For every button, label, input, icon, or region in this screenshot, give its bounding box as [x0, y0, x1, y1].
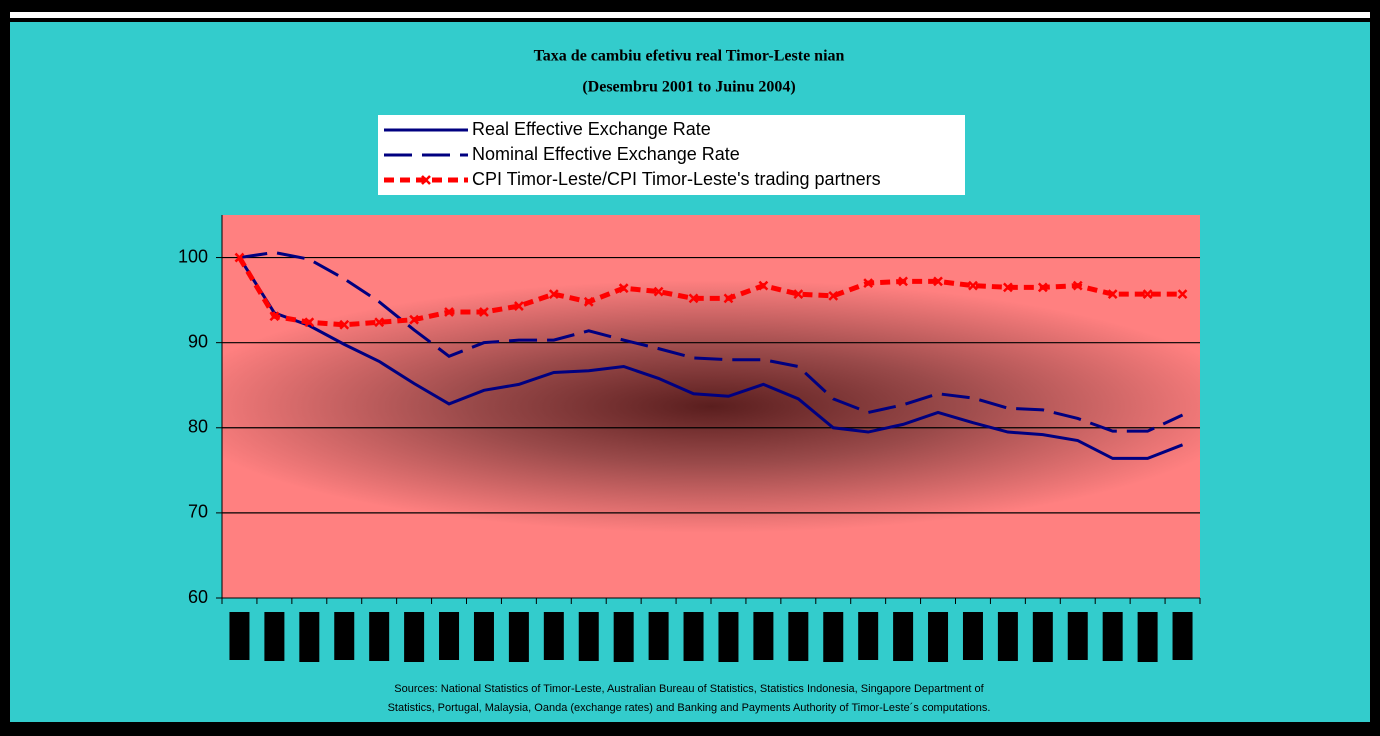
legend-label: CPI Timor-Leste/CPI Timor-Leste's tradin… [472, 169, 881, 189]
source-note: Statistics, Portugal, Malaysia, Oanda (e… [388, 702, 991, 714]
point-marker [583, 296, 594, 307]
point-marker [1177, 289, 1188, 300]
point-marker [968, 280, 978, 291]
y-tick-label: 100 [178, 246, 208, 266]
series-line [239, 250, 1184, 433]
y-tick-label: 60 [188, 587, 208, 607]
x-tick-label-block [613, 612, 634, 662]
legend-label: Nominal Effective Exchange Rate [472, 144, 740, 164]
point-marker [793, 289, 804, 300]
point-marker [1072, 280, 1083, 291]
point-marker [618, 283, 629, 294]
point-marker [688, 293, 699, 304]
point-marker [898, 276, 908, 287]
y-tick-label: 70 [188, 502, 208, 522]
source-note: Sources: National Statistics of Timor-Le… [394, 683, 984, 695]
plot-area [222, 215, 1200, 598]
x-tick-label-block [823, 612, 844, 662]
point-marker [758, 280, 769, 291]
x-tick-label-block [439, 612, 460, 660]
chart-subtitle: (Desembru 2001 to Juinu 2004) [582, 79, 795, 96]
point-marker [479, 307, 489, 317]
point-marker [514, 301, 524, 311]
point-marker [1003, 282, 1013, 293]
legend-marker [421, 175, 431, 185]
x-tick-label-block [264, 612, 285, 661]
x-tick-label-block [753, 612, 774, 660]
x-tick-label-block [543, 612, 564, 660]
x-tick-label-block [229, 612, 250, 660]
x-tick-label-block [1032, 612, 1053, 662]
x-tick-label-block [369, 612, 390, 661]
point-marker [339, 319, 350, 330]
x-tick-label-block [928, 612, 949, 662]
series-line [237, 256, 1183, 328]
y-tick-label: 90 [188, 331, 208, 351]
x-tick-label-block [1067, 612, 1088, 660]
series-line [238, 256, 1184, 460]
x-tick-label-block [1102, 612, 1123, 661]
point-marker [409, 314, 419, 325]
x-tick-label-block [299, 612, 320, 662]
x-tick-label-block [404, 612, 425, 662]
top-rule [10, 12, 1370, 18]
point-marker [933, 276, 943, 287]
x-tick-label-block [718, 612, 739, 662]
point-marker [444, 307, 454, 317]
x-tick-label-block [962, 612, 983, 660]
legend [378, 115, 965, 195]
x-tick-label-block [788, 612, 809, 661]
x-tick-label-block [508, 612, 529, 662]
point-marker [828, 290, 839, 301]
point-marker [1142, 289, 1153, 300]
x-tick-label-block [1137, 612, 1158, 662]
x-tick-label-block [648, 612, 669, 660]
chart-title: Taxa de cambiu efetivu real Timor-Leste … [534, 48, 845, 65]
point-marker [653, 286, 664, 297]
point-marker [548, 289, 559, 300]
x-tick-label-block [858, 612, 879, 660]
x-tick-label-block [1172, 612, 1193, 660]
x-tick-label-block [334, 612, 355, 660]
x-tick-label-block [683, 612, 704, 661]
legend-label: Real Effective Exchange Rate [472, 119, 711, 139]
point-marker [1107, 289, 1118, 300]
x-tick-label-block [997, 612, 1018, 661]
point-marker [723, 293, 734, 304]
x-tick-label-block [473, 612, 494, 661]
point-marker [234, 252, 245, 263]
y-tick-label: 80 [188, 417, 208, 437]
point-marker [863, 278, 874, 288]
point-marker [304, 317, 315, 328]
x-tick-label-block [578, 612, 599, 661]
point-marker [374, 317, 385, 328]
x-tick-label-block [893, 612, 914, 661]
point-marker [269, 311, 280, 322]
point-marker [1037, 282, 1048, 293]
